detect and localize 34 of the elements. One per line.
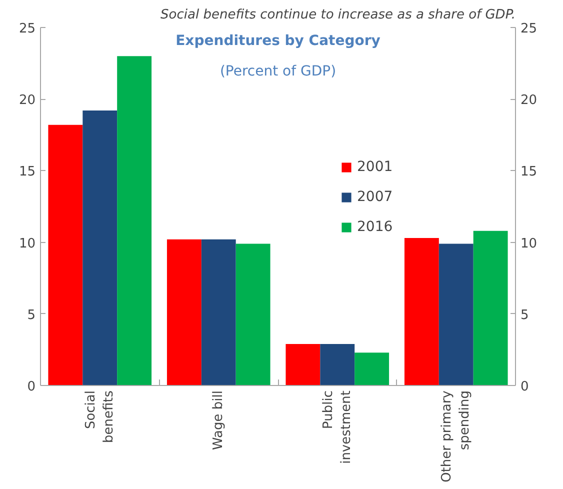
y-tick-label: 15 <box>18 164 36 180</box>
x-tick-label: Other primary spending <box>440 390 473 482</box>
x-tick-label: Public investment <box>320 390 354 464</box>
chart-title: Social benefits continue to increase as a share of GDP. <box>160 8 516 22</box>
bar <box>117 56 152 386</box>
legend-label: 2007 <box>357 189 393 205</box>
bar <box>473 230 508 386</box>
y2-tick-label: 25 <box>520 22 538 36</box>
bar <box>201 239 236 386</box>
y2-tick-label: 20 <box>520 93 538 108</box>
bar <box>236 244 270 386</box>
y-tick-label: 25 <box>18 22 36 36</box>
bar <box>48 124 83 386</box>
y2-tick-label: 10 <box>520 236 538 252</box>
y-tick-label: 10 <box>18 236 36 252</box>
y-tick-label: 5 <box>27 308 36 323</box>
y-tick-label: 0 <box>27 380 36 394</box>
annotation: (Percent of GDP) <box>220 63 336 80</box>
bar <box>166 239 202 386</box>
legend-label: 2016 <box>357 219 393 235</box>
y2-tick-label: 5 <box>520 308 529 323</box>
x-tick-label: Social benefits <box>83 390 116 444</box>
bar <box>82 110 118 386</box>
bar <box>404 238 439 386</box>
y2-tick-label: 0 <box>520 380 529 394</box>
y-tick-label: 20 <box>18 93 36 108</box>
bar <box>320 344 355 386</box>
bar <box>286 344 320 386</box>
legend-label: 2001 <box>357 159 393 175</box>
x-tick-label: Wage bill <box>211 390 226 450</box>
bar <box>354 352 390 386</box>
bar <box>438 244 474 386</box>
chart-subtitle: Expenditures by Category <box>176 32 380 49</box>
y2-tick-label: 15 <box>520 164 538 180</box>
